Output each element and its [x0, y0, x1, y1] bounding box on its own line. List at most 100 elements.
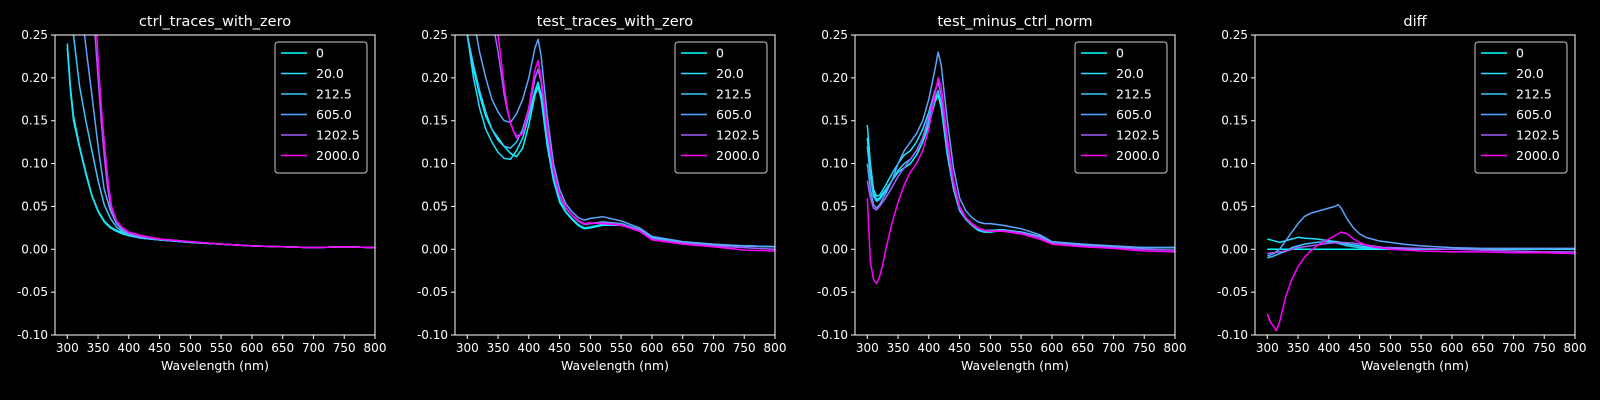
- x-tick-label: 400: [917, 341, 940, 355]
- legend-label: 605.0: [1116, 107, 1152, 122]
- x-tick-label: 700: [1502, 341, 1525, 355]
- legend-label: 2000.0: [1116, 148, 1160, 163]
- y-tick-label: 0.15: [1221, 114, 1248, 128]
- x-tick-label: 350: [487, 341, 510, 355]
- legend-label: 2000.0: [716, 148, 760, 163]
- series-group: [1266, 203, 1575, 332]
- x-tick-label: 800: [364, 341, 387, 355]
- legend: 0 20.0 212.5 605.0 1202.5 2000.0: [1474, 41, 1568, 174]
- x-tick-label: 500: [1379, 341, 1402, 355]
- legend-box: [274, 41, 368, 174]
- x-tick-label: 750: [333, 341, 356, 355]
- x-tick-label: 550: [210, 341, 233, 355]
- x-tick-label: 550: [1410, 341, 1433, 355]
- y-tick-label: -0.05: [817, 285, 848, 299]
- y-tick-label: 0.20: [1221, 71, 1248, 85]
- y-tick-label: 0.25: [821, 28, 848, 42]
- y-tick-label: 0.05: [21, 199, 48, 213]
- y-tick-label: -0.05: [1217, 285, 1248, 299]
- y-tick-label: 0.05: [1221, 199, 1248, 213]
- y-tick-label: 0.25: [1221, 28, 1248, 42]
- x-tick-label: 550: [1010, 341, 1033, 355]
- x-tick-label: 650: [671, 341, 694, 355]
- x-tick-label: 600: [1440, 341, 1463, 355]
- x-tick-label: 400: [1317, 341, 1340, 355]
- y-tick-label: 0.20: [821, 71, 848, 85]
- x-tick-label: 700: [1102, 341, 1125, 355]
- legend-label: 212.5: [1516, 87, 1552, 102]
- legend-label: 212.5: [316, 87, 352, 102]
- x-tick-label: 400: [517, 341, 540, 355]
- x-tick-label: 750: [733, 341, 756, 355]
- legend: 0 20.0 212.5 605.0 1202.5 2000.0: [1074, 41, 1168, 174]
- legend-label: 0: [716, 46, 724, 61]
- x-tick-label: 650: [1471, 341, 1494, 355]
- x-tick-label: 700: [702, 341, 725, 355]
- x-axis-label: Wavelength (nm): [1361, 358, 1469, 373]
- x-tick-label: 700: [302, 341, 325, 355]
- x-tick-label: 650: [1071, 341, 1094, 355]
- x-tick-label: 300: [56, 341, 79, 355]
- axes-frame: [1254, 34, 1576, 336]
- legend-label: 212.5: [1116, 87, 1152, 102]
- series-line-605.0: [866, 51, 1175, 249]
- series-line-2000.0: [497, 35, 775, 252]
- legend-label: 0: [1116, 46, 1124, 61]
- legend-label: 20.0: [1516, 66, 1544, 81]
- x-tick-label: 500: [179, 341, 202, 355]
- x-tick-label: 500: [979, 341, 1002, 355]
- x-tick-label: 500: [579, 341, 602, 355]
- x-tick-label: 450: [948, 341, 971, 355]
- chart-title: diff: [1403, 14, 1427, 30]
- series-line-212.5: [866, 89, 1175, 249]
- x-axis-label: Wavelength (nm): [561, 358, 669, 373]
- x-tick-label: 400: [117, 341, 140, 355]
- legend-label: 2000.0: [316, 148, 360, 163]
- x-tick-label: 750: [1533, 341, 1556, 355]
- series-group: [66, 35, 375, 249]
- axes-frame: [854, 34, 1176, 336]
- y-tick-label: 0.25: [421, 28, 448, 42]
- chart-title: test_traces_with_zero: [537, 14, 694, 30]
- y-tick-label: 0.20: [21, 71, 48, 85]
- x-tick-label: 350: [887, 341, 910, 355]
- legend-label: 20.0: [316, 66, 344, 81]
- legend-label: 605.0: [1516, 107, 1552, 122]
- series-line-2000.0: [96, 35, 375, 249]
- series-group: [866, 51, 1175, 285]
- y-tick-label: 0.25: [21, 28, 48, 42]
- x-tick-label: 800: [1164, 341, 1187, 355]
- legend-label: 0: [316, 46, 324, 61]
- x-tick-label: 350: [1287, 341, 1310, 355]
- x-axis-label: Wavelength (nm): [161, 358, 269, 373]
- chart-title: ctrl_traces_with_zero: [139, 14, 291, 30]
- y-tick-label: 0.05: [821, 199, 848, 213]
- legend-box: [1474, 41, 1568, 174]
- axes-frame: [54, 34, 376, 336]
- y-tick-label: -0.05: [417, 285, 448, 299]
- y-tick-label: 0.20: [421, 71, 448, 85]
- y-tick-label: -0.10: [817, 328, 848, 342]
- x-tick-label: 450: [148, 341, 171, 355]
- y-tick-label: 0.00: [21, 242, 48, 256]
- chart-title: test_minus_ctrl_norm: [937, 14, 1092, 30]
- x-tick-label: 600: [240, 341, 263, 355]
- legend-label: 1202.5: [1516, 128, 1560, 143]
- legend-label: 20.0: [716, 66, 744, 81]
- legend-box: [674, 41, 768, 174]
- legend-label: 1202.5: [316, 128, 360, 143]
- series-group: [466, 35, 775, 252]
- x-tick-label: 450: [548, 341, 571, 355]
- x-tick-label: 600: [1040, 341, 1063, 355]
- series-line-1202.5: [866, 81, 1175, 251]
- y-tick-label: 0.10: [21, 157, 48, 171]
- x-axis-label: Wavelength (nm): [961, 358, 1069, 373]
- y-tick-label: -0.10: [417, 328, 448, 342]
- y-tick-label: 0.00: [1221, 242, 1248, 256]
- y-tick-label: 0.00: [821, 242, 848, 256]
- legend: 0 20.0 212.5 605.0 1202.5 2000.0: [674, 41, 768, 174]
- legend-label: 1202.5: [1116, 128, 1160, 143]
- x-tick-label: 800: [764, 341, 787, 355]
- y-tick-label: 0.10: [821, 157, 848, 171]
